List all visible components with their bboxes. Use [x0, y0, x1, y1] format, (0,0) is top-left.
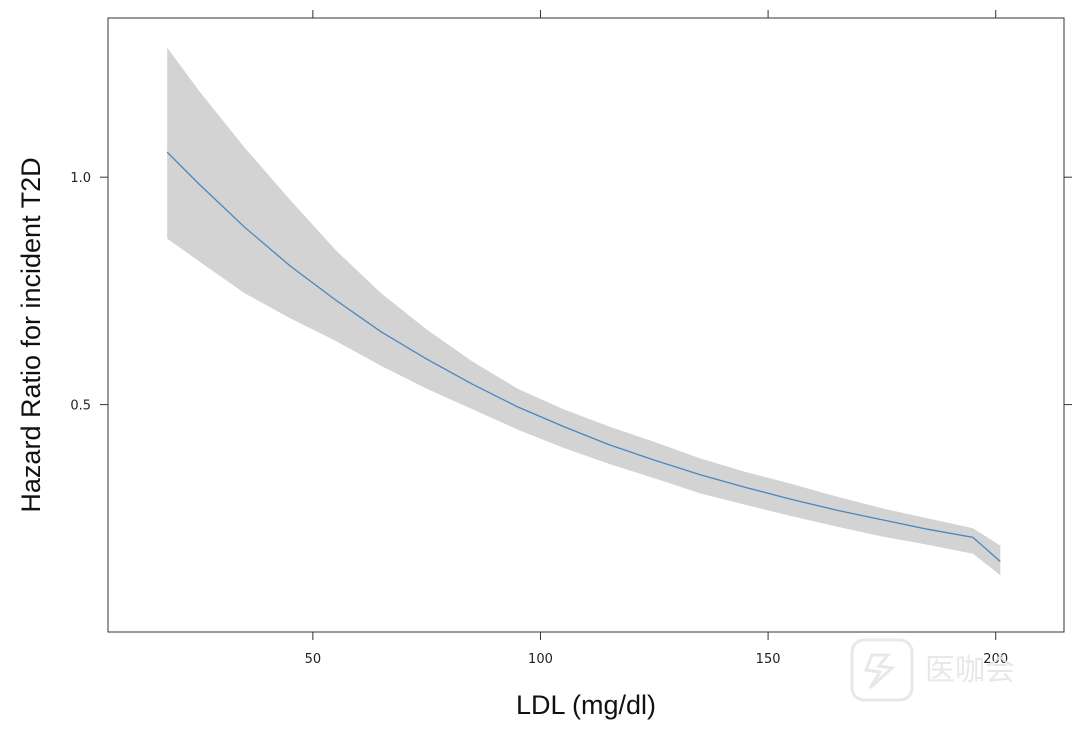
y-tick-label: 0.5 [70, 399, 91, 414]
watermark: 医咖会 [850, 638, 1015, 702]
hazard-ratio-line [166, 151, 1001, 562]
confidence-band-layer [167, 47, 1001, 576]
y-tick-label: 1.0 [70, 171, 91, 186]
tick-layer: 50 100 150 200 0.5 1.0 [70, 10, 1072, 667]
confidence-band [167, 47, 1001, 576]
plot-frame [107, 17, 1065, 633]
medical-logo-icon [850, 638, 914, 702]
x-tick-label: 50 [305, 652, 322, 667]
x-tick-label: 100 [528, 652, 553, 667]
watermark-text: 医咖会 [925, 653, 1015, 688]
x-axis-title: LDL (mg/dl) [516, 690, 656, 720]
x-tick-label: 150 [756, 652, 781, 667]
hazard-ratio-line-layer [166, 151, 1001, 562]
y-axis-title: Hazard Ratio for incident T2D [16, 157, 46, 512]
x-tick-label: 200 [983, 652, 1008, 667]
